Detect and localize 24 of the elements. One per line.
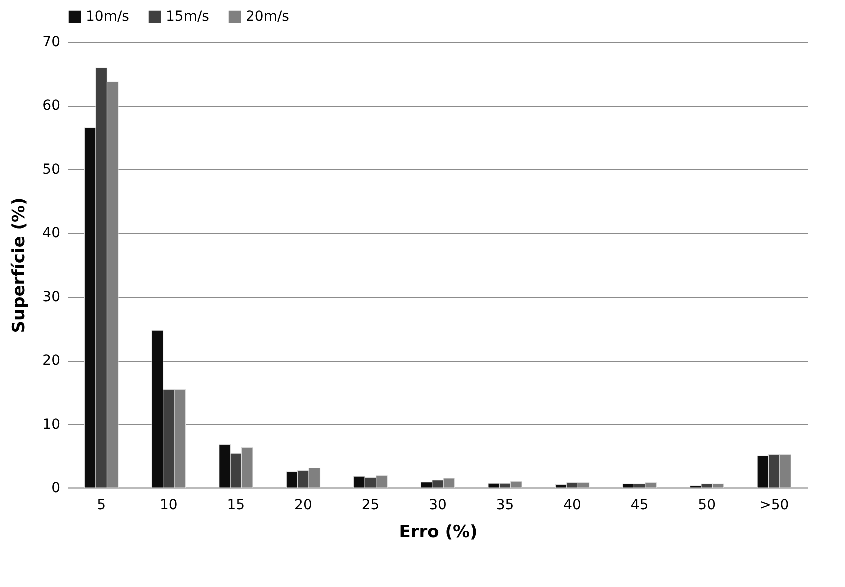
x-tick-label: 10 (160, 498, 178, 514)
x-tick-label: 20 (294, 498, 312, 514)
y-tick-label: 40 (42, 226, 60, 242)
y-tick-label: 60 (42, 98, 60, 114)
x-tick-label: 45 (630, 498, 649, 514)
x-axis-title: Erro (%) (399, 522, 478, 542)
y-tick-label: 30 (42, 289, 60, 306)
y-tick-label: 50 (42, 162, 60, 178)
x-tick-label: 5 (97, 498, 106, 514)
legend-label: 15m/s (166, 9, 210, 25)
y-tick-label: 70 (42, 34, 60, 50)
y-axis-title: Superfície (%) (10, 198, 30, 334)
y-tick-label: 20 (42, 353, 60, 370)
y-tick-label: 10 (42, 416, 60, 433)
x-tick-label: 50 (698, 498, 716, 514)
y-tick-label: 0 (52, 480, 60, 496)
legend-label: 20m/s (246, 9, 290, 25)
x-tick-label: >50 (760, 498, 790, 514)
x-tick-label: 15 (227, 498, 246, 514)
x-tick-label: 30 (429, 498, 447, 514)
x-tick-label: 35 (496, 498, 514, 514)
x-tick-label: 25 (362, 498, 380, 514)
x-tick-label: 40 (564, 498, 582, 514)
legend-label: 10m/s (86, 9, 130, 25)
